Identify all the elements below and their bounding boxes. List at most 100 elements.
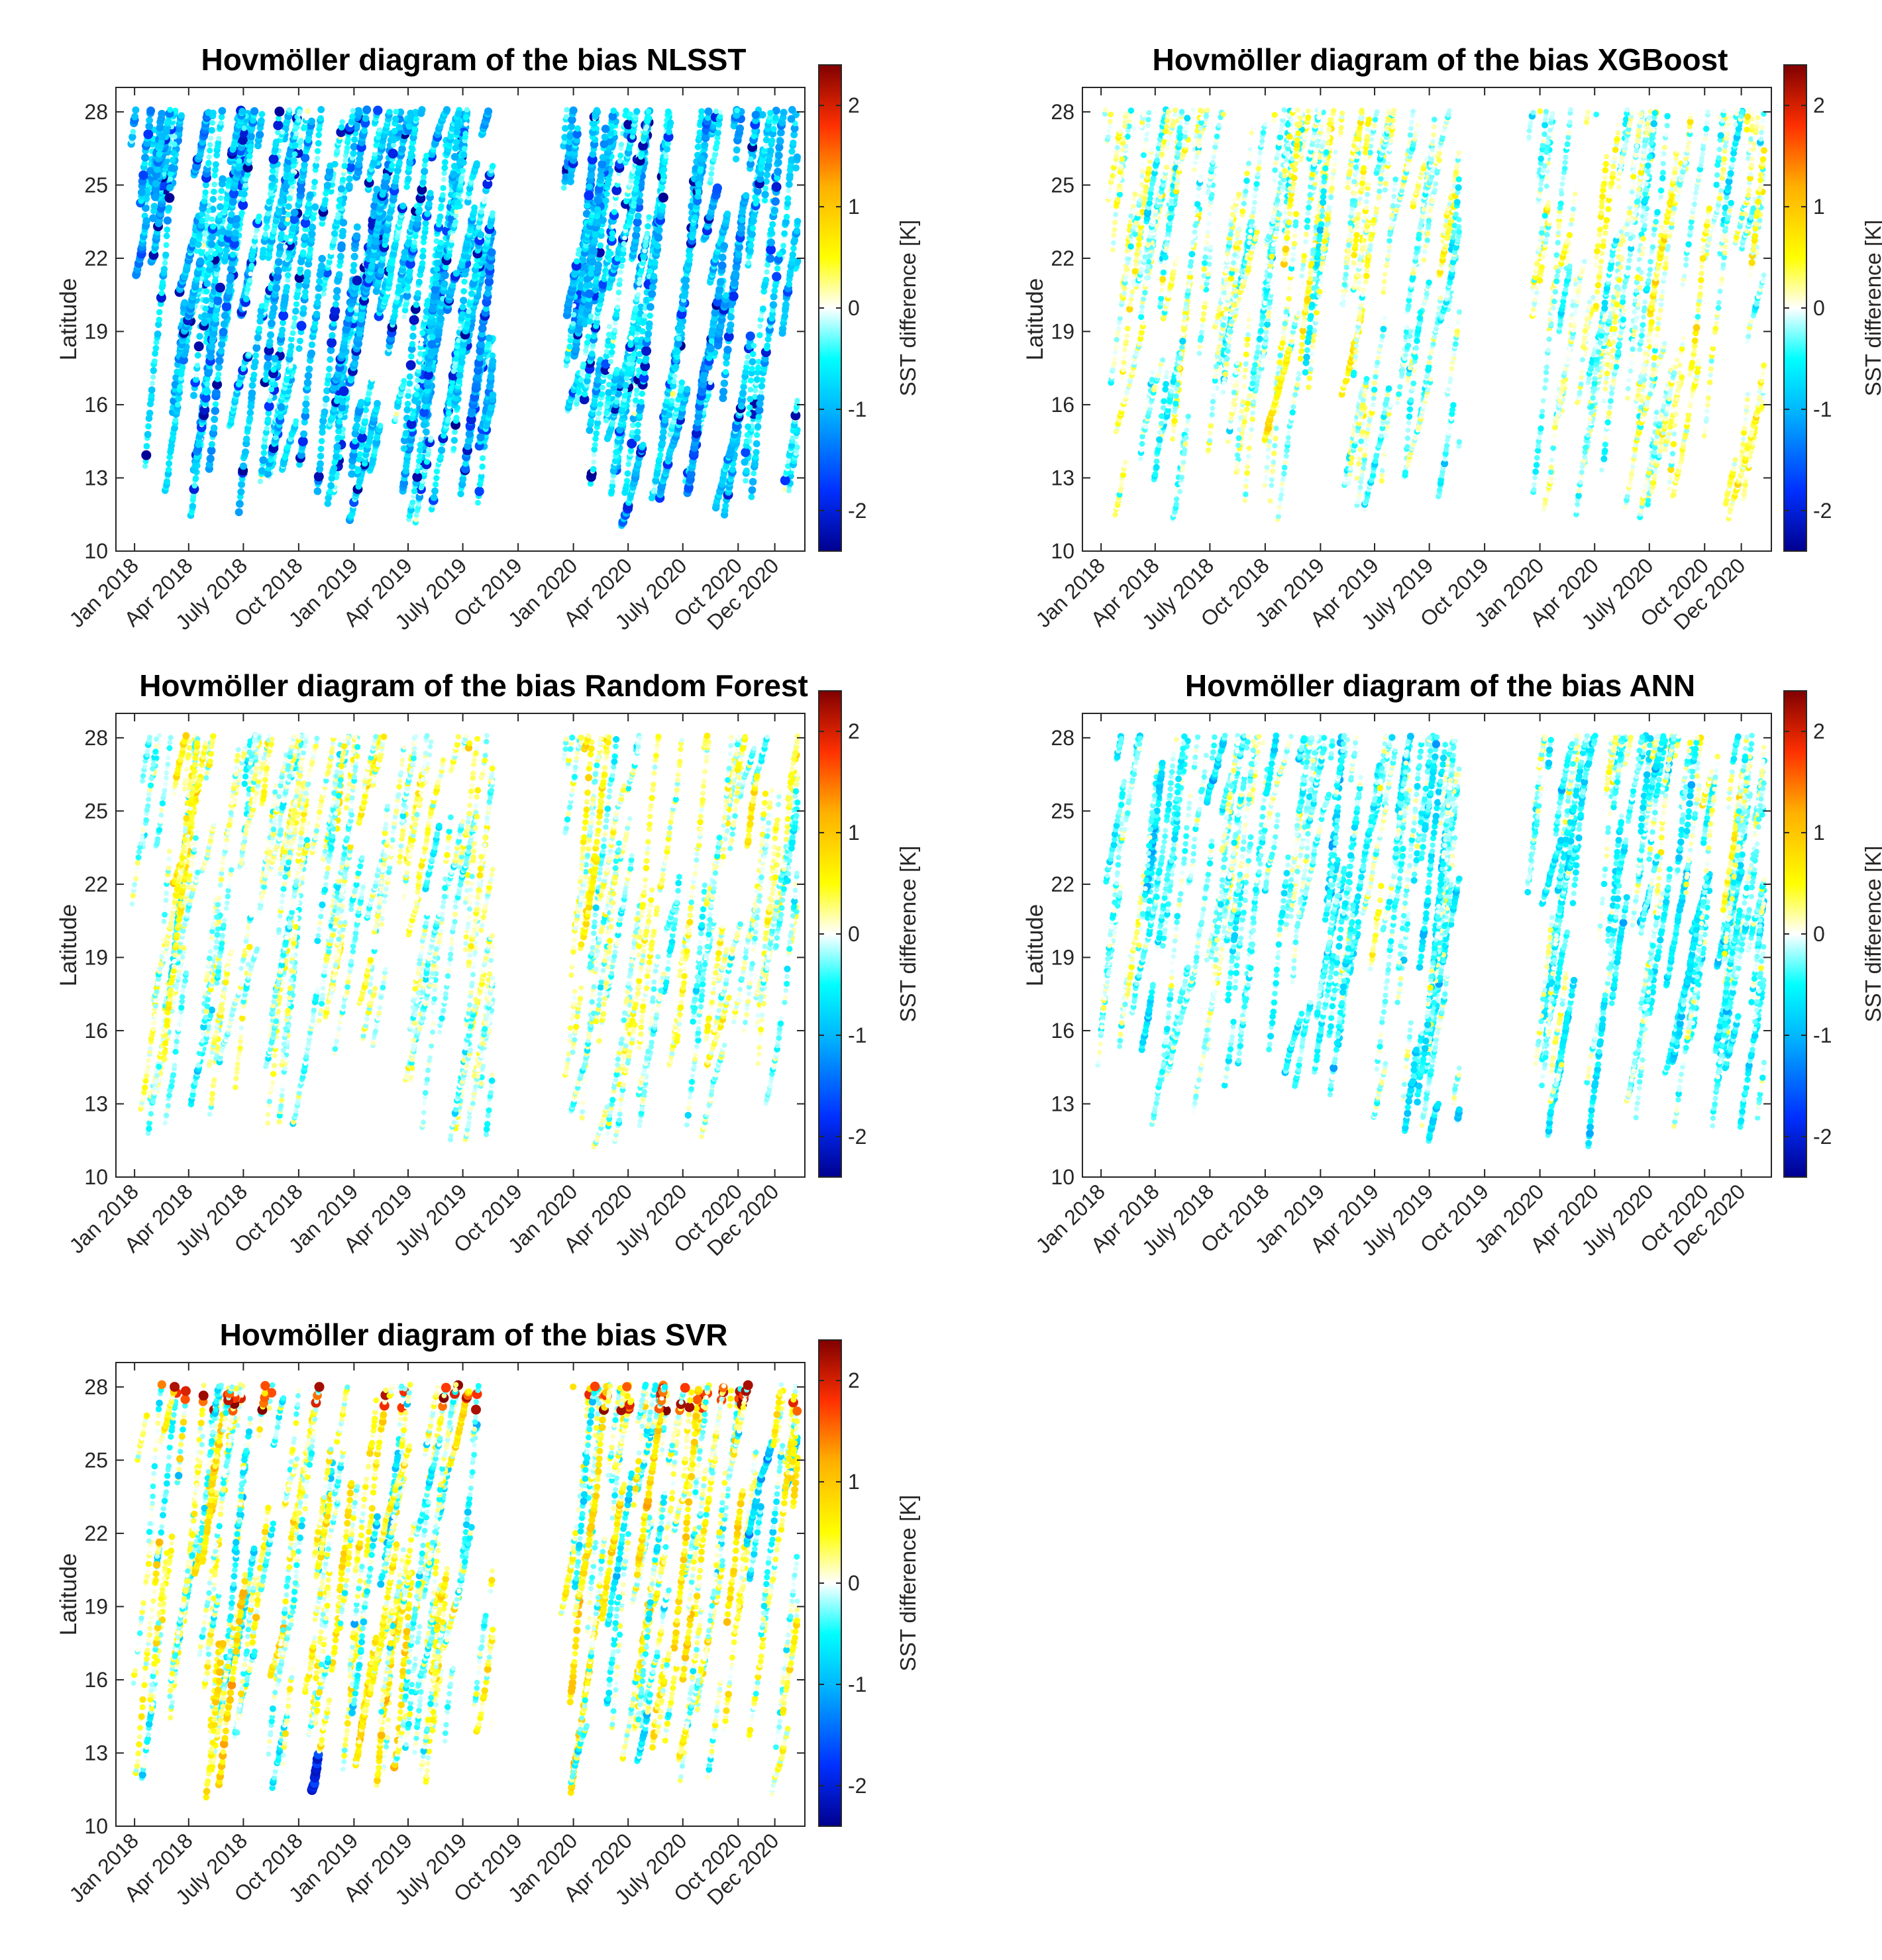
data-point bbox=[411, 125, 418, 132]
data-point bbox=[641, 254, 648, 261]
data-point bbox=[305, 209, 311, 215]
data-point bbox=[209, 109, 217, 117]
data-point bbox=[678, 379, 686, 386]
data-point bbox=[205, 160, 212, 166]
data-point bbox=[208, 233, 216, 241]
data-point bbox=[250, 107, 259, 116]
data-point bbox=[749, 225, 757, 232]
data-point bbox=[646, 214, 653, 221]
data-point bbox=[411, 488, 418, 495]
data-point bbox=[194, 372, 199, 378]
data-point bbox=[598, 160, 607, 169]
data-point bbox=[759, 377, 766, 384]
data-point bbox=[624, 470, 631, 477]
data-point bbox=[233, 215, 241, 223]
data-point bbox=[353, 422, 360, 429]
data-point bbox=[207, 254, 214, 262]
data-point bbox=[399, 202, 407, 210]
data-point bbox=[404, 401, 411, 407]
data-point bbox=[420, 247, 427, 254]
data-point bbox=[737, 224, 746, 232]
data-point bbox=[594, 206, 601, 213]
data-point bbox=[146, 409, 154, 417]
data-point bbox=[145, 415, 153, 422]
data-point bbox=[705, 392, 711, 399]
data-point bbox=[592, 442, 598, 448]
data-point bbox=[758, 313, 764, 319]
data-point bbox=[584, 377, 591, 385]
data-point bbox=[260, 450, 268, 456]
data-point bbox=[581, 391, 588, 397]
data-point bbox=[457, 490, 464, 497]
data-point bbox=[270, 366, 277, 373]
data-point bbox=[172, 417, 179, 423]
data-point bbox=[484, 107, 493, 116]
data-point bbox=[189, 503, 197, 510]
data-point bbox=[615, 178, 621, 183]
data-point bbox=[163, 242, 170, 248]
data-point bbox=[564, 107, 570, 113]
data-point bbox=[151, 358, 158, 364]
data-point bbox=[165, 204, 173, 212]
data-point bbox=[578, 270, 586, 277]
data-point bbox=[209, 120, 216, 126]
data-point bbox=[735, 124, 745, 132]
data-point bbox=[300, 153, 310, 162]
data-point bbox=[591, 237, 598, 245]
data-point bbox=[389, 162, 395, 169]
data-point bbox=[311, 184, 317, 191]
data-point bbox=[659, 184, 666, 191]
data-point bbox=[475, 499, 481, 506]
data-point bbox=[598, 228, 605, 234]
data-point bbox=[786, 172, 794, 180]
data-point bbox=[268, 386, 275, 393]
data-point bbox=[751, 111, 760, 119]
data-point bbox=[445, 410, 452, 417]
data-point bbox=[301, 161, 308, 169]
data-point bbox=[409, 315, 419, 325]
data-point bbox=[419, 260, 426, 267]
data-point bbox=[487, 373, 495, 381]
data-point bbox=[593, 278, 600, 285]
data-point bbox=[698, 155, 706, 163]
data-point bbox=[676, 327, 683, 334]
data-point bbox=[784, 195, 792, 202]
data-point bbox=[294, 273, 305, 283]
data-point bbox=[424, 297, 431, 305]
data-point bbox=[427, 319, 435, 327]
data-point bbox=[202, 305, 209, 312]
data-point bbox=[215, 371, 222, 378]
data-point bbox=[642, 313, 647, 319]
data-point bbox=[698, 113, 705, 120]
data-point bbox=[279, 327, 286, 334]
data-point bbox=[212, 161, 219, 168]
data-point bbox=[308, 230, 316, 238]
data-point bbox=[148, 386, 156, 394]
data-point bbox=[423, 458, 431, 465]
data-point bbox=[288, 336, 295, 342]
data-point bbox=[156, 317, 162, 323]
data-point bbox=[278, 231, 286, 238]
data-point bbox=[238, 210, 245, 217]
data-point bbox=[295, 345, 303, 352]
data-point bbox=[426, 447, 432, 453]
data-point bbox=[405, 238, 413, 246]
data-point bbox=[221, 311, 229, 320]
data-point bbox=[276, 250, 284, 258]
data-point bbox=[707, 380, 713, 386]
data-point bbox=[603, 190, 610, 197]
data-point bbox=[590, 246, 598, 255]
data-point bbox=[211, 181, 218, 187]
data-point bbox=[401, 307, 409, 314]
data-point bbox=[670, 382, 677, 389]
data-point bbox=[442, 159, 448, 166]
data-point bbox=[291, 151, 298, 158]
data-point bbox=[293, 130, 299, 136]
data-point bbox=[152, 350, 159, 357]
data-point bbox=[433, 481, 439, 488]
data-point bbox=[788, 442, 796, 449]
data-point bbox=[211, 407, 219, 415]
data-point bbox=[370, 377, 375, 382]
data-point bbox=[206, 454, 215, 463]
data-point bbox=[423, 152, 430, 159]
